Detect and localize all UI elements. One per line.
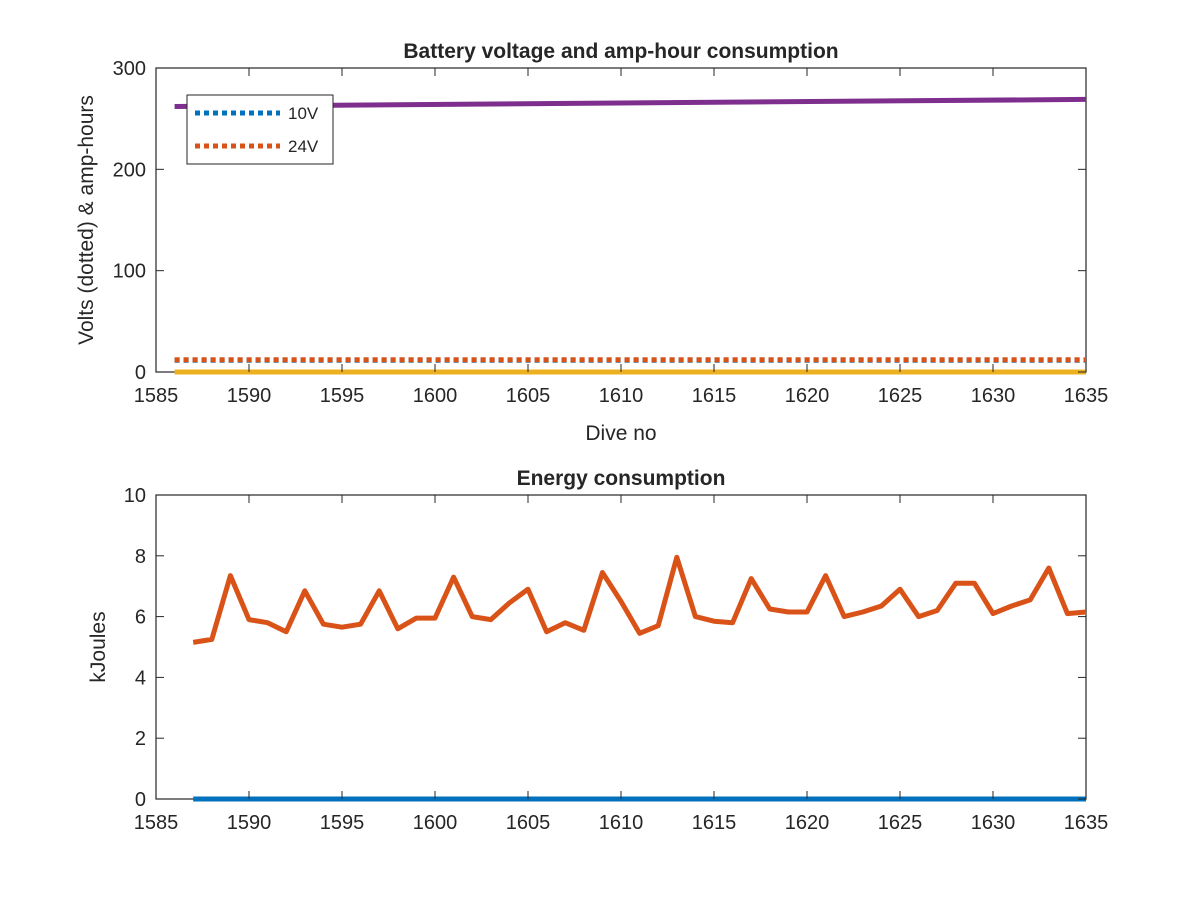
battery-xtick-label: 1585 <box>134 385 179 407</box>
battery-y-axis-label: Volts (dotted) & amp-hours <box>75 95 98 345</box>
energy-xtick-label: 1635 <box>1064 812 1109 834</box>
battery-xtick-label: 1600 <box>413 385 458 407</box>
energy-xtick-label: 1620 <box>785 812 830 834</box>
battery-voltage-axes: 1585 1590 1595 1600 1605 1610 1615 1620 1625 1630… <box>75 40 1108 445</box>
battery-ytick-label: 200 <box>113 159 146 181</box>
energy-ytick-label: 0 <box>135 789 146 811</box>
energy-series-1-line <box>192 554 1087 645</box>
energy-xtick-label: 1595 <box>320 812 365 834</box>
energy-ticks-group: 1585 1590 1595 1600 1605 1610 1615 1620 1625 1630… <box>124 485 1109 834</box>
battery-xtick-label: 1595 <box>320 385 365 407</box>
energy-xtick-label: 1605 <box>506 812 551 834</box>
battery-xtick-label: 1635 <box>1064 385 1109 407</box>
energy-ytick-label: 4 <box>135 667 146 689</box>
battery-legend: 10V 24V <box>186 94 334 165</box>
battery-xtick-label: 1625 <box>878 385 923 407</box>
battery-ytick-label: 0 <box>135 362 146 384</box>
energy-chart-title: Energy consumption <box>517 467 726 490</box>
battery-ytick-label: 100 <box>113 261 146 283</box>
energy-plot-area <box>155 494 1087 800</box>
battery-chart-title: Battery voltage and amp-hour consumption <box>403 40 838 63</box>
battery-xtick-label: 1605 <box>506 385 551 407</box>
legend-label-10v: 10V <box>288 104 319 123</box>
battery-ytick-label: 300 <box>113 58 146 80</box>
battery-xtick-label: 1615 <box>692 385 737 407</box>
energy-xtick-label: 1600 <box>413 812 458 834</box>
battery-xtick-label: 1590 <box>227 385 272 407</box>
battery-xtick-label: 1620 <box>785 385 830 407</box>
energy-xtick-label: 1630 <box>971 812 1016 834</box>
energy-xtick-label: 1625 <box>878 812 923 834</box>
energy-ytick-label: 8 <box>135 546 146 568</box>
battery-xtick-label: 1610 <box>599 385 644 407</box>
energy-xtick-label: 1585 <box>134 812 179 834</box>
battery-x-axis-label: Dive no <box>585 422 656 445</box>
energy-xtick-label: 1615 <box>692 812 737 834</box>
battery-ticks-group: 1585 1590 1595 1600 1605 1610 1615 1620 1625 1630… <box>113 58 1109 407</box>
energy-y-axis-label: kJoules <box>87 611 110 682</box>
legend-box <box>186 94 334 165</box>
energy-ytick-label: 2 <box>135 728 146 750</box>
energy-ytick-label: 10 <box>124 485 146 507</box>
energy-consumption-axes: 1585 1590 1595 1600 1605 1610 1615 1620 1625 1630… <box>87 467 1108 834</box>
energy-xtick-label: 1590 <box>227 812 272 834</box>
energy-xtick-label: 1610 <box>599 812 644 834</box>
energy-ytick-label: 6 <box>135 607 146 629</box>
legend-label-24v: 24V <box>288 137 319 156</box>
battery-xtick-label: 1630 <box>971 385 1016 407</box>
